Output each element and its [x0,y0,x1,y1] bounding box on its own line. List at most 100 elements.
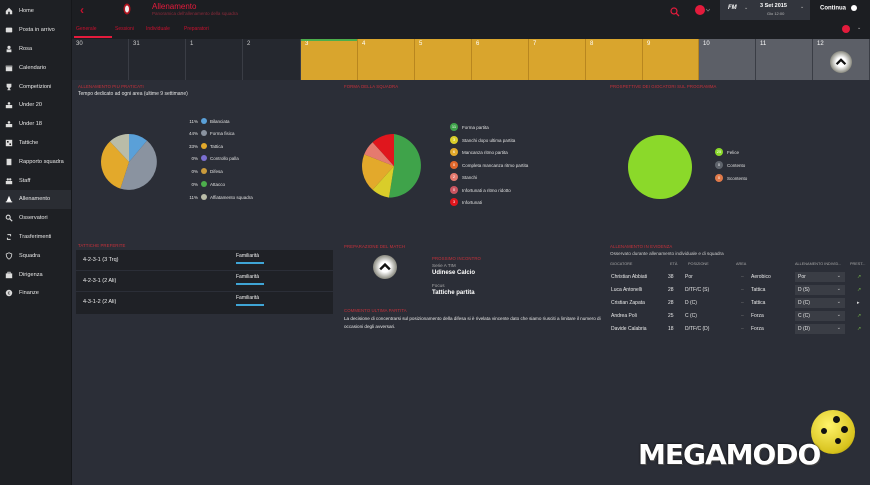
calendar-day[interactable]: 31 [129,39,186,80]
column-header[interactable]: ETÀ [670,262,678,266]
opponent-crest-icon [373,255,397,279]
scout-search-icon [5,214,13,222]
tactic-row[interactable]: 4-3-1-2 (2 Ali) Familiarità [76,292,333,313]
sidebar-item-inbox[interactable]: Posta in arrivo [0,21,71,40]
opponent-name[interactable]: Udinese Calcio [432,270,476,276]
search-icon[interactable] [670,4,680,22]
individual-training-select[interactable]: D (S) ⌄ [795,285,845,295]
trend-icon: ↗ [857,326,862,332]
report-icon [5,158,13,166]
tab-coaches[interactable]: Preparatori [184,26,209,32]
sidebar-item-calendar[interactable]: Calendario [0,58,71,77]
calendar-day[interactable]: 1 [186,39,243,80]
sidebar-item-club[interactable]: Squadra [0,246,71,265]
legend-dot [201,155,207,161]
calendar-day-match[interactable]: 12 [813,39,870,80]
calendar-day[interactable]: 9 [643,39,699,80]
column-header[interactable]: PREST... [850,262,866,266]
training-focus-pie-chart [101,133,157,190]
legend-dot [201,143,207,149]
individual-training-select[interactable]: Por ⌄ [795,272,845,282]
tab-bar: Generale Sessioni Individuale Preparator… [72,20,870,39]
chevron-down-icon: ⌄ [836,325,841,331]
focus-value: Tattiche partita [432,290,475,296]
section-title-last-match-comment: COMMENTO ULTIMA PARTITA [344,308,407,313]
trophy-icon [5,83,13,91]
continue-button[interactable]: Continua [820,5,857,12]
calendar-day[interactable]: 30 [72,39,129,80]
page-subtitle: Panoramica dell'allenamento della squadr… [152,11,238,16]
sidebar-item-under18[interactable]: Under 18 [0,115,71,134]
calendar-day[interactable]: 5 [415,39,472,80]
opponent-badge-icon [830,51,852,73]
tactic-row[interactable]: 4-2-3-1 (3 Trq) Familiarità [76,250,333,271]
home-icon [5,7,13,15]
chevron-down-icon[interactable]: ⌄ [800,4,805,10]
sidebar-item-competitions[interactable]: Competizioni [0,77,71,96]
calendar-day[interactable]: 8 [586,39,643,80]
legend-item: 0% Attacco [191,181,226,187]
sidebar-item-team-report[interactable]: Rapporto squadra [0,152,71,171]
sidebar-item-tactics[interactable]: Tattiche [0,134,71,153]
legend-item: 3 Infortunati [450,198,482,206]
table-row[interactable]: Luca Antonelli 28 D/TF/C (S) – Tattica D… [611,285,862,295]
sidebar-item-training[interactable]: Allenamento [0,189,71,209]
back-arrow-icon[interactable]: ‹ [80,3,84,17]
column-header[interactable]: GIOCATORE [610,262,633,266]
trend-icon: ↗ [857,274,862,280]
squad-condition-pie-chart [362,134,421,198]
tab-sessions[interactable]: Sessioni [115,26,134,32]
sidebar-item-staff[interactable]: Staff [0,171,71,190]
extra-training-subtitle: Osservato durante allenamento individual… [610,251,724,256]
ladybug-logo-icon [811,410,855,454]
sidebar-item-transfers[interactable]: Trasferimenti [0,228,71,247]
calendar-day[interactable]: 11 [756,39,813,80]
individual-training-select[interactable]: D (D) ⌄ [795,324,845,334]
legend-item: 6 Mancanza ritmo partita [450,148,508,156]
tab-general[interactable]: Generale [76,26,97,32]
column-header[interactable]: POSIZIONE [688,262,709,266]
individual-training-select[interactable]: D (C) ⌄ [795,298,845,308]
sidebar-item-board[interactable]: Dirigenza [0,265,71,284]
table-row[interactable]: Cristian Zapata 28 D (C) – Tattica D (C)… [611,298,860,308]
tactic-row[interactable]: 4-2-3-1 (2 Ali) Familiarità [76,271,333,292]
sidebar: Home Posta in arrivo Rosa Calendario Com… [0,0,72,485]
table-row[interactable]: Davide Calabria 18 D/TF/C (D) – Forza D … [611,324,862,334]
calendar-day[interactable]: 6 [472,39,529,80]
sidebar-item-squad[interactable]: Rosa [0,40,71,59]
legend-item: 0 Contento [715,161,745,169]
column-header[interactable]: AREA [736,262,747,266]
table-row[interactable]: Christian Abbiati 38 Por – Aerobico Por ⌄… [611,272,862,282]
calendar-day[interactable]: 7 [529,39,586,80]
legend-item: 2 Stanchi [450,173,477,181]
column-header[interactable]: ALLENAMENTO INDIVID... [795,262,842,266]
sidebar-item-scouting[interactable]: Osservatori [0,209,71,228]
familiarity-bar [236,304,264,306]
date-panel[interactable]: FM ⌄ 3 Set 2015 Gio 12:00 ⌄ [720,0,810,20]
trend-icon: ↗ [857,313,862,319]
euro-icon: € [5,289,13,297]
manager-profile-icon[interactable] [694,3,711,21]
sidebar-item-under20[interactable]: Under 20 [0,96,71,115]
fm-logo[interactable]: FM [728,5,737,11]
club-badge-icon [122,2,132,16]
sidebar-item-home[interactable]: Home [0,2,71,21]
tab-individual[interactable]: Individuale [146,26,170,32]
calendar-day[interactable]: 10 [699,39,756,80]
transfer-icon [5,233,13,241]
legend-item: 11% Affiatamento squadra [189,194,253,200]
section-title-match-prep: PREPARAZIONE DEL MATCH [344,244,406,249]
chevron-down-icon[interactable]: ⌄ [744,5,749,11]
individual-training-select[interactable]: C (C) ⌄ [795,311,845,321]
chevron-down-icon: ⌄ [836,312,841,318]
help-icon[interactable] [842,25,850,33]
current-time: Gio 12:00 [767,11,785,16]
sidebar-item-finances[interactable]: € Finanze [0,284,71,303]
calendar-day[interactable]: 2 [243,39,301,80]
chevron-down-icon[interactable]: ⌄ [857,25,862,31]
table-row[interactable]: Andrea Poli 25 C (C) – Forza C (C) ⌄ ↗ [611,311,862,321]
calendar-day[interactable]: 4 [358,39,415,80]
calendar-day-today[interactable]: 3 [301,39,358,80]
legend-dot [201,130,207,136]
